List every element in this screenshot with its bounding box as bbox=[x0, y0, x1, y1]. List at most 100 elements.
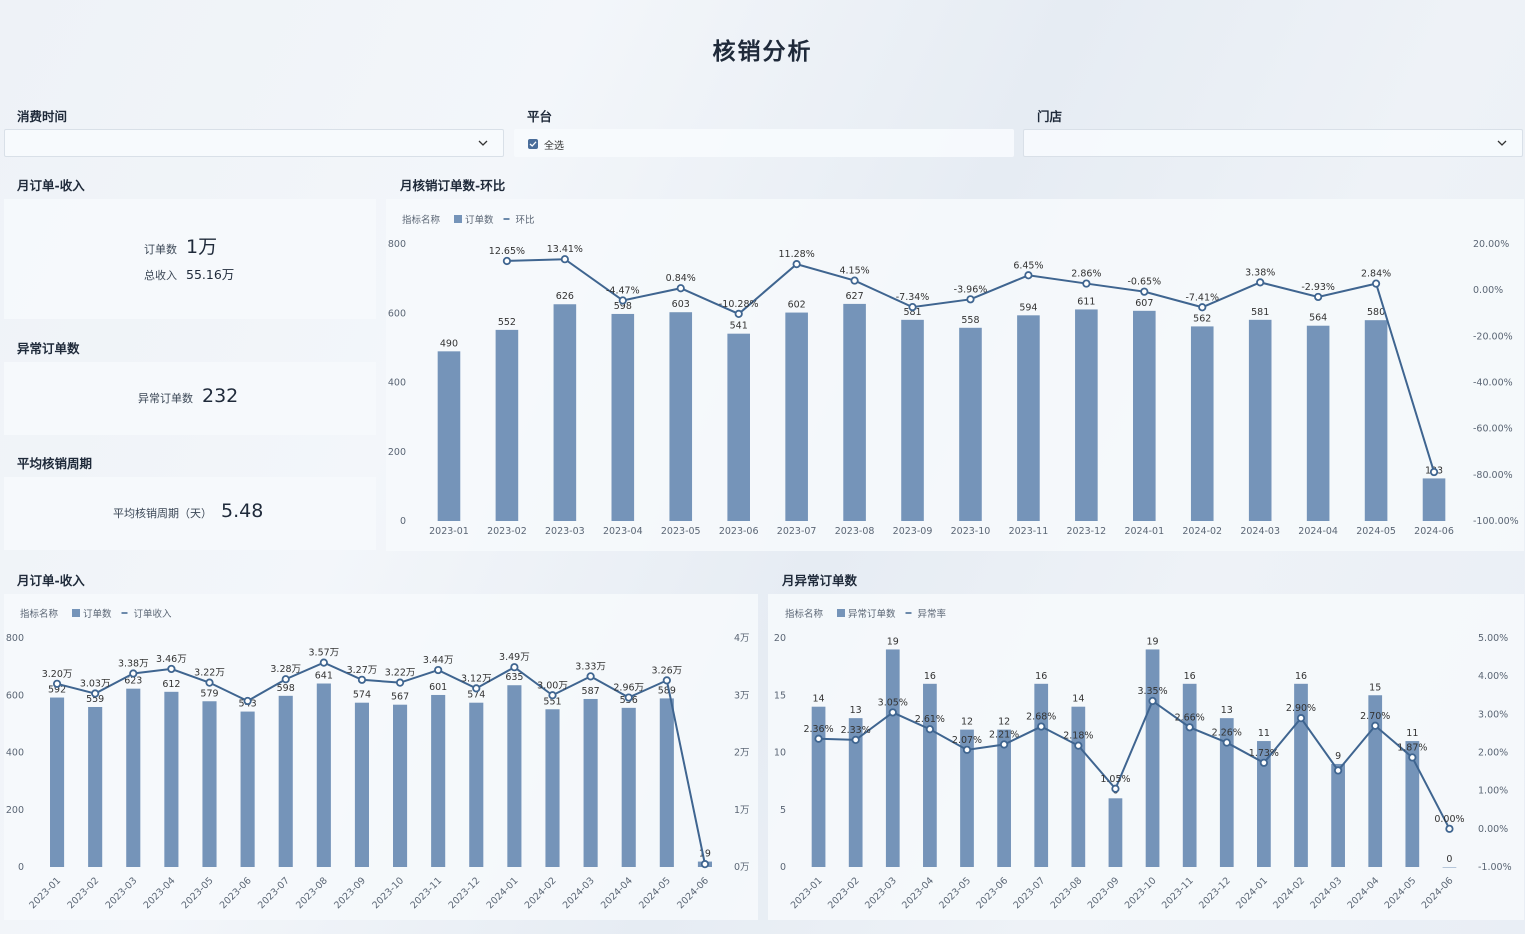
abnormal-label: 异常订单数 bbox=[138, 392, 193, 405]
store-select[interactable] bbox=[1023, 129, 1523, 157]
x-tick-label: 2023-08 bbox=[835, 526, 875, 537]
line-value-label: 3.57万 bbox=[309, 648, 340, 659]
bar bbox=[1108, 798, 1123, 867]
x-tick-label: 2024-03 bbox=[1308, 875, 1344, 911]
bar-value-label: 574 bbox=[353, 690, 371, 701]
line-value-label: 2.36% bbox=[803, 724, 833, 735]
bar-value-label: 12 bbox=[961, 717, 973, 728]
y2-tick-label: 20.00% bbox=[1473, 239, 1509, 250]
bar bbox=[901, 319, 924, 521]
y2-tick-label: 5.00% bbox=[1478, 633, 1508, 644]
bar-value-label: 603 bbox=[672, 299, 690, 310]
bar bbox=[885, 649, 900, 867]
line-value-label: 3.33万 bbox=[575, 661, 606, 672]
bar-value-label: 16 bbox=[1295, 671, 1307, 682]
x-tick-label: 2023-09 bbox=[893, 526, 933, 537]
line-point bbox=[560, 255, 569, 264]
line-value-label: 2.07% bbox=[952, 735, 982, 746]
line-value-label: 3.12万 bbox=[461, 673, 492, 684]
line-value-label: -4.47% bbox=[606, 285, 640, 296]
line-point bbox=[1111, 784, 1120, 793]
bar bbox=[553, 304, 577, 521]
line-value-label: 3.03万 bbox=[80, 679, 111, 690]
line-value-label: 2.18% bbox=[1063, 731, 1093, 742]
y2-tick-label: 4.00% bbox=[1478, 671, 1508, 682]
line-value-label: -0.65% bbox=[1128, 277, 1162, 288]
bar bbox=[997, 729, 1011, 867]
legend-bar-label: 订单数 bbox=[465, 214, 494, 226]
x-tick-label: 2023-04 bbox=[142, 875, 178, 911]
bar-value-label: 551 bbox=[543, 696, 561, 707]
x-tick-label: 2024-03 bbox=[561, 875, 597, 911]
select-all-checkbox[interactable] bbox=[528, 139, 538, 149]
x-tick-label: 2023-04 bbox=[603, 526, 643, 537]
y2-tick-label: 0.00% bbox=[1478, 824, 1508, 835]
bar-value-label: 581 bbox=[1251, 307, 1269, 318]
filter-time-label: 消费时间 bbox=[17, 109, 68, 124]
y2-tick-label: -1.00% bbox=[1478, 862, 1512, 873]
x-tick-label: 2023-08 bbox=[294, 875, 330, 911]
time-select[interactable] bbox=[4, 129, 504, 157]
bar-value-label: 594 bbox=[1019, 302, 1037, 313]
y2-tick-label: 3.00% bbox=[1478, 709, 1508, 720]
bar bbox=[785, 312, 808, 521]
line-point bbox=[814, 734, 823, 743]
y2-tick-label: -40.00% bbox=[1473, 378, 1513, 389]
select-all-label[interactable]: 全选 bbox=[544, 141, 564, 152]
line-point bbox=[676, 284, 685, 293]
line-point bbox=[888, 708, 897, 717]
chart2-title: 月订单-收入 bbox=[17, 573, 85, 588]
bar bbox=[843, 303, 866, 521]
y2-tick-label: 1.00% bbox=[1478, 786, 1508, 797]
bar-value-label: 627 bbox=[846, 291, 864, 302]
bar-value-label: 602 bbox=[788, 300, 806, 311]
line-point bbox=[1000, 740, 1009, 749]
line-value-label: 2.61% bbox=[915, 714, 945, 725]
bar bbox=[202, 701, 217, 867]
bar bbox=[1257, 741, 1271, 867]
bar bbox=[959, 327, 982, 521]
bar-value-label: 490 bbox=[440, 338, 458, 349]
bar-value-label: 612 bbox=[162, 679, 180, 690]
bar-value-label: 16 bbox=[924, 671, 936, 682]
line-point bbox=[319, 658, 328, 667]
y-tick-label: 200 bbox=[6, 805, 24, 816]
line-point bbox=[129, 669, 138, 678]
line-value-label: -3.96% bbox=[954, 284, 988, 295]
line-point bbox=[1140, 287, 1149, 296]
x-tick-label: 2023-10 bbox=[1123, 875, 1159, 911]
bar bbox=[1145, 649, 1160, 867]
y2-tick-label: 2万 bbox=[734, 748, 750, 759]
line-point bbox=[1314, 292, 1323, 302]
kpi-orders-card: 订单数 1万 总收入 55.16万 bbox=[4, 199, 376, 319]
kpi-section-title: 月订单-收入 bbox=[17, 178, 85, 193]
line-point bbox=[1334, 766, 1343, 775]
y2-tick-label: 0万 bbox=[734, 862, 750, 873]
bar bbox=[923, 683, 937, 867]
legend-title: 指标名称 bbox=[785, 608, 824, 620]
y-tick-label: 5 bbox=[780, 805, 786, 816]
x-tick-label: 2023-04 bbox=[900, 875, 936, 911]
line-point bbox=[91, 689, 100, 698]
bar-value-label: 635 bbox=[505, 672, 523, 683]
line-value-label: -7.41% bbox=[1185, 292, 1219, 303]
x-tick-label: 2024-01 bbox=[1124, 526, 1164, 537]
bar bbox=[545, 709, 560, 867]
line-point bbox=[1408, 753, 1417, 762]
line-value-label: 13.41% bbox=[547, 244, 583, 255]
line-value-label: 2.26% bbox=[1212, 728, 1242, 739]
chart1-title: 月核销订单数-环比 bbox=[400, 178, 506, 193]
line-value-label: 0.84% bbox=[666, 273, 696, 284]
bar bbox=[1331, 763, 1345, 867]
bar-value-label: 611 bbox=[1077, 296, 1095, 307]
y-tick-label: 600 bbox=[6, 690, 24, 701]
y-tick-label: 600 bbox=[388, 308, 406, 319]
bar bbox=[583, 698, 598, 867]
bar bbox=[1190, 326, 1214, 521]
x-tick-label: 2023-12 bbox=[447, 875, 483, 911]
bar-value-label: 587 bbox=[582, 686, 600, 697]
chart1-panel: 指标名称 订单数 环比 800 600 400 200 0 20.00% 0.00% -20.00%… bbox=[386, 199, 1524, 551]
line-value-label: 3.49万 bbox=[499, 652, 530, 663]
bar-value-label: 12 bbox=[998, 717, 1010, 728]
orders-value: 1万 bbox=[186, 236, 218, 258]
